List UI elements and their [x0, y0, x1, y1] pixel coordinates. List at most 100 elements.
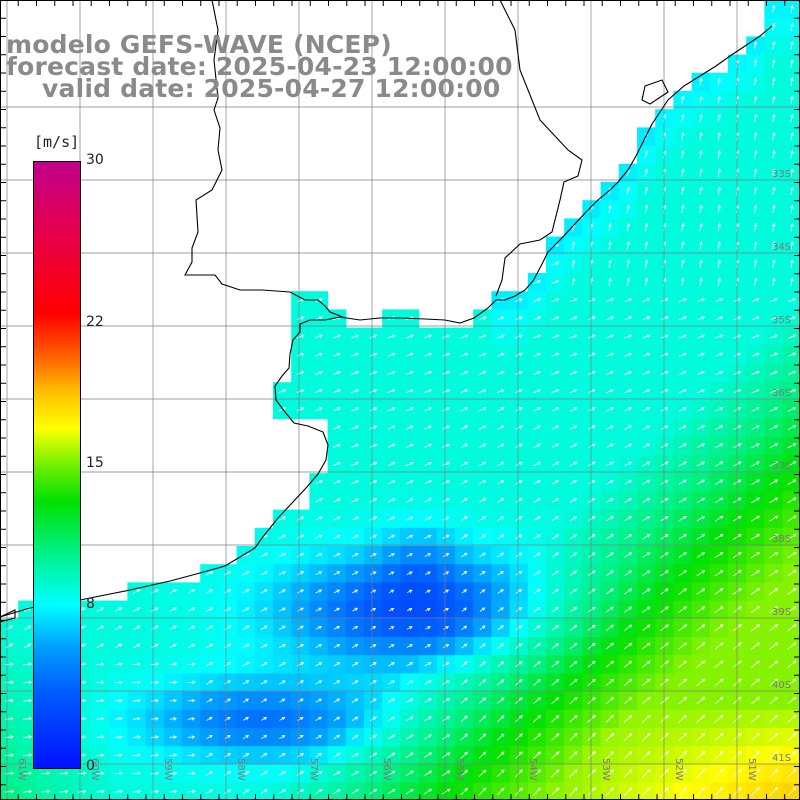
wind-speed-cell [582, 564, 602, 583]
wind-arrow [351, 644, 359, 649]
wind-arrow [768, 569, 779, 577]
wind-speed-cell [618, 673, 638, 693]
wind-arrow [151, 753, 160, 757]
wind-arrow [787, 750, 797, 760]
wind-arrow [460, 516, 469, 522]
wind-arrow [423, 334, 433, 339]
wind-speed-cell [618, 527, 638, 547]
wind-arrow [169, 698, 178, 703]
wind-arrow [606, 370, 614, 376]
wind-speed-cell [91, 600, 110, 620]
wind-speed-cell [746, 546, 765, 565]
wind-arrow [114, 662, 123, 666]
wind-arrow [696, 316, 706, 321]
wind-speed-cell [327, 709, 347, 729]
wind-arrow [699, 150, 703, 159]
wind-arrow [769, 787, 779, 797]
wind-arrow [296, 516, 305, 521]
wind-speed-cell [309, 655, 329, 674]
wind-arrow [496, 407, 505, 412]
wind-speed-cell [509, 527, 529, 547]
wind-speed-cell [764, 618, 784, 638]
wind-arrow [4, 789, 15, 794]
wind-arrow [717, 95, 721, 104]
wind-arrow [772, 186, 776, 195]
wind-arrow [751, 425, 760, 430]
wind-speed-cell [436, 691, 456, 711]
wind-arrow [4, 771, 15, 776]
wind-arrow [569, 334, 578, 339]
wind-arrow [205, 643, 214, 649]
wind-speed-cell [527, 637, 547, 656]
wind-speed-cell [473, 728, 492, 747]
wind-speed-cell [200, 618, 219, 638]
wind-arrow [369, 752, 378, 758]
wind-arrow [132, 625, 141, 631]
wind-arrow [441, 770, 451, 777]
wind-speed-cell [218, 709, 238, 729]
wind-arrow [205, 771, 214, 776]
wind-arrow [424, 534, 432, 539]
wind-speed-cell [691, 473, 711, 492]
wind-speed-cell [637, 746, 656, 765]
wind-speed-cell [327, 527, 347, 547]
wind-speed-cell [491, 455, 511, 474]
wind-speed-cell [527, 582, 547, 602]
wind-arrow [315, 680, 323, 685]
wind-arrow [678, 769, 687, 778]
wind-speed-cell [345, 618, 365, 638]
wind-speed-cell [473, 564, 492, 583]
wind-speed-cell [163, 637, 183, 656]
wind-speed-cell [637, 527, 656, 547]
wind-arrow [751, 389, 760, 394]
wind-arrow [278, 534, 287, 539]
wind-speed-cell [382, 527, 401, 547]
wind-speed-cell [582, 728, 602, 747]
wind-speed-cell [309, 728, 329, 747]
wind-arrow [315, 752, 323, 758]
wind-arrow [224, 680, 232, 685]
wind-arrow [442, 425, 451, 430]
wind-speed-cell [509, 564, 529, 583]
wind-arrow [351, 389, 360, 394]
wind-arrow [224, 662, 232, 667]
wind-arrow [533, 552, 541, 558]
wind-arrow [699, 204, 703, 214]
wind-arrow [260, 625, 268, 630]
wind-arrow [790, 186, 794, 195]
wind-speed-cell [564, 436, 583, 456]
wind-arrow [787, 334, 797, 339]
wind-speed-cell [728, 582, 747, 602]
wind-arrow [769, 443, 779, 449]
wind-arrow [132, 717, 141, 721]
wind-speed-cell [582, 527, 602, 547]
wind-arrow [714, 461, 724, 467]
wind-arrow [278, 516, 287, 521]
wind-arrow [315, 534, 323, 539]
wind-arrow [717, 168, 721, 177]
wind-speed-cell [400, 746, 420, 765]
wind-speed-cell [673, 746, 693, 765]
wind-speed-cell [473, 436, 492, 456]
wind-speed-cell [655, 491, 674, 511]
wind-speed-cell [709, 600, 729, 620]
wind-arrow [314, 516, 323, 521]
wind-arrow [515, 534, 523, 540]
wind-arrow [750, 533, 761, 540]
wind-arrow [406, 516, 414, 521]
wind-speed-cell [728, 491, 747, 511]
wind-arrow [315, 716, 322, 721]
wind-arrow [715, 352, 724, 357]
wind-arrow [369, 370, 378, 375]
wind-speed-cell [691, 746, 711, 765]
wind-arrow [605, 787, 615, 796]
wind-arrow [151, 643, 159, 649]
wind-arrow [315, 698, 323, 703]
wind-arrow [769, 388, 779, 394]
wind-speed-cell [309, 746, 329, 765]
wind-speed-cell [291, 546, 310, 565]
wind-speed-cell [327, 764, 347, 784]
wind-arrow [442, 480, 451, 485]
wind-arrow [315, 589, 323, 594]
wind-speed-cell [655, 473, 674, 492]
